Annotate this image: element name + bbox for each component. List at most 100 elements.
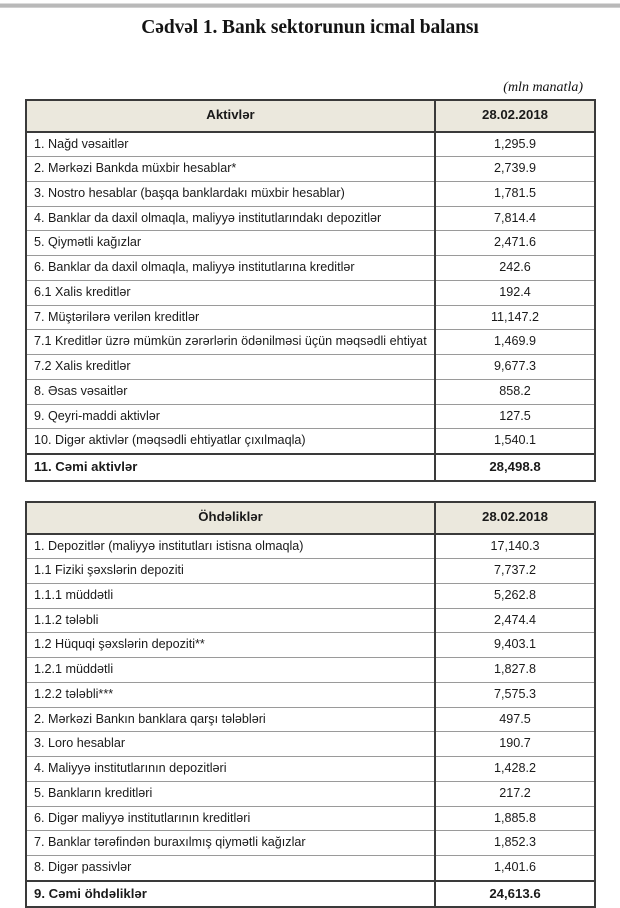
- table-row: 1.1 Fiziki şəxslərin depoziti 7,737.2: [25, 558, 596, 584]
- asset-row-value: 192.4: [434, 279, 596, 306]
- table-row: 1.2 Hüquqi şəxslərin depoziti** 9,403.1: [25, 632, 596, 659]
- assets-table: Aktivlər 28.02.2018 1. Nağd vəsaitlər 1,2…: [25, 99, 596, 482]
- liability-row-label: 4. Maliyyə institutlarının depozitləri: [25, 756, 436, 782]
- asset-row-label: 7.1 Kreditlər üzrə mümkün zərərlərin ödə…: [25, 329, 436, 356]
- asset-row-value: 1,469.9: [434, 329, 596, 356]
- units-caption: (mln manatla): [503, 80, 583, 95]
- assets-header-label: Aktivlər: [25, 99, 436, 133]
- table-row: 1.2.2 tələbli*** 7,575.3: [25, 681, 596, 708]
- asset-row-label: 9. Qeyri-maddi aktivlər: [25, 403, 436, 430]
- table-row: 1. Nağd vəsaitlər 1,295.9: [25, 130, 596, 158]
- liability-row-value: 5,262.8: [434, 582, 596, 609]
- top-divider-rule: [0, 3, 620, 8]
- liabilities-table-header-row: Öhdəliklər 28.02.2018: [25, 501, 596, 535]
- table-row: 7.1 Kreditlər üzrə mümkün zərərlərin ödə…: [25, 329, 596, 356]
- page-title: Cədvəl 1. Bank sektorunun icmal balansı: [141, 17, 479, 38]
- asset-row-value: 1,781.5: [434, 180, 596, 207]
- table-row: 9. Cəmi öhdəliklər 24,613.6: [25, 879, 596, 908]
- liability-row-value: 1,401.6: [434, 855, 596, 882]
- asset-row-label: 5. Qiymətli kağızlar: [25, 230, 436, 257]
- liability-row-value: 1,428.2: [434, 756, 596, 782]
- asset-row-value: 2,471.6: [434, 230, 596, 257]
- asset-row-value: 11,147.2: [434, 304, 596, 331]
- table-row: 4. Banklar da daxil olmaqla, maliyyə ins…: [25, 205, 596, 232]
- asset-row-label: 1. Nağd vəsaitlər: [25, 130, 436, 158]
- liability-row-label: 8. Digər passivlər: [25, 855, 436, 882]
- table-row: 1.2.1 müddətli 1,827.8: [25, 657, 596, 683]
- liability-row-label: 5. Bankların kreditləri: [25, 780, 436, 807]
- liability-row-label: 6. Digər maliyyə institutlarının kreditl…: [25, 805, 436, 832]
- table-row: 1.1.1 müddətli 5,262.8: [25, 582, 596, 609]
- asset-row-value: 9,677.3: [434, 354, 596, 380]
- table-row: 1. Depozitlər (maliyyə institutları isti…: [25, 532, 596, 560]
- table-row: 1.1.2 tələbli 2,474.4: [25, 607, 596, 634]
- liability-row-value: 497.5: [434, 706, 596, 733]
- asset-row-label: 6. Banklar da daxil olmaqla, maliyyə ins…: [25, 255, 436, 281]
- liabilities-header-date: 28.02.2018: [434, 501, 596, 535]
- liability-row-value: 7,737.2: [434, 558, 596, 584]
- liability-row-value: 1,852.3: [434, 830, 596, 857]
- liability-row-value: 2,474.4: [434, 607, 596, 634]
- asset-row-value: 127.5: [434, 403, 596, 430]
- liability-row-value: 9,403.1: [434, 632, 596, 659]
- liability-row-label: 1.1 Fiziki şəxslərin depoziti: [25, 558, 436, 584]
- table-row: 4. Maliyyə institutlarının depozitləri 1,…: [25, 756, 596, 782]
- liability-row-label: 1.2.2 tələbli***: [25, 681, 436, 708]
- table-row: 6.1 Xalis kreditlər 192.4: [25, 279, 596, 306]
- asset-row-value: 1,295.9: [434, 130, 596, 158]
- liability-row-label: 1.1.1 müddətli: [25, 582, 436, 609]
- table-row: 6. Banklar da daxil olmaqla, maliyyə ins…: [25, 255, 596, 281]
- liability-row-value: 17,140.3: [434, 532, 596, 560]
- liability-row-label: 1. Depozitlər (maliyyə institutları isti…: [25, 532, 436, 560]
- table-row: 10. Digər aktivlər (məqsədli ehtiyatlar …: [25, 428, 596, 455]
- asset-row-value: 2,739.9: [434, 156, 596, 182]
- table-row: 3. Nostro hesablar (başqa banklardakı mü…: [25, 180, 596, 207]
- table-row: 6. Digər maliyyə institutlarının kreditl…: [25, 805, 596, 832]
- asset-row-value: 242.6: [434, 255, 596, 281]
- liability-row-label: 7. Banklar tərəfindən buraxılmış qiymətl…: [25, 830, 436, 857]
- assets-table-body: 1. Nağd vəsaitlər 1,295.9 2. Mərkəzi Bankd…: [25, 130, 596, 482]
- table-row: 7. Müştərilərə verilən kreditlər 11,147.2: [25, 304, 596, 331]
- asset-row-value: 28,498.8: [434, 453, 596, 482]
- liability-row-value: 190.7: [434, 731, 596, 758]
- asset-row-label: 6.1 Xalis kreditlər: [25, 279, 436, 306]
- liability-row-label: 1.1.2 tələbli: [25, 607, 436, 634]
- asset-row-label: 7.2 Xalis kreditlər: [25, 354, 436, 380]
- liability-row-value: 217.2: [434, 780, 596, 807]
- asset-row-label: 3. Nostro hesablar (başqa banklardakı mü…: [25, 180, 436, 207]
- asset-row-label: 8. Əsas vəsaitlər: [25, 378, 436, 405]
- table-row: 8. Digər passivlər 1,401.6: [25, 855, 596, 882]
- liability-row-value: 1,827.8: [434, 657, 596, 683]
- table-row: 3. Loro hesablar 190.7: [25, 731, 596, 758]
- assets-header-date: 28.02.2018: [434, 99, 596, 133]
- liability-row-label: 3. Loro hesablar: [25, 731, 436, 758]
- liability-row-value: 24,613.6: [434, 879, 596, 908]
- asset-row-label: 7. Müştərilərə verilən kreditlər: [25, 304, 436, 331]
- asset-row-label: 2. Mərkəzi Bankda müxbir hesablar*: [25, 156, 436, 182]
- asset-row-value: 858.2: [434, 378, 596, 405]
- assets-table-header-row: Aktivlər 28.02.2018: [25, 99, 596, 133]
- liability-row-value: 1,885.8: [434, 805, 596, 832]
- table-row: 8. Əsas vəsaitlər 858.2: [25, 378, 596, 405]
- liability-row-label: 1.2.1 müddətli: [25, 657, 436, 683]
- table-row: 2. Mərkəzi Bankda müxbir hesablar* 2,739.…: [25, 156, 596, 182]
- asset-row-value: 7,814.4: [434, 205, 596, 232]
- liability-row-label: 9. Cəmi öhdəliklər: [25, 879, 436, 908]
- table-row: 5. Qiymətli kağızlar 2,471.6: [25, 230, 596, 257]
- liability-row-label: 1.2 Hüquqi şəxslərin depoziti**: [25, 632, 436, 659]
- table-row: 7.2 Xalis kreditlər 9,677.3: [25, 354, 596, 380]
- table-row: 5. Bankların kreditləri 217.2: [25, 780, 596, 807]
- asset-row-label: 4. Banklar da daxil olmaqla, maliyyə ins…: [25, 205, 436, 232]
- table-row: 9. Qeyri-maddi aktivlər 127.5: [25, 403, 596, 430]
- liability-row-label: 2. Mərkəzi Bankın banklara qarşı tələblə…: [25, 706, 436, 733]
- asset-row-label: 10. Digər aktivlər (məqsədli ehtiyatlar …: [25, 428, 436, 455]
- table-row: 2. Mərkəzi Bankın banklara qarşı tələblə…: [25, 706, 596, 733]
- asset-row-label: 11. Cəmi aktivlər: [25, 453, 436, 482]
- liabilities-table-body: 1. Depozitlər (maliyyə institutları isti…: [25, 532, 596, 908]
- liabilities-header-label: Öhdəliklər: [25, 501, 436, 535]
- table-row: 11. Cəmi aktivlər 28,498.8: [25, 453, 596, 482]
- table-row: 7. Banklar tərəfindən buraxılmış qiymətl…: [25, 830, 596, 857]
- liabilities-table: Öhdəliklər 28.02.2018 1. Depozitlər (mal…: [25, 501, 596, 908]
- asset-row-value: 1,540.1: [434, 428, 596, 455]
- liability-row-value: 7,575.3: [434, 681, 596, 708]
